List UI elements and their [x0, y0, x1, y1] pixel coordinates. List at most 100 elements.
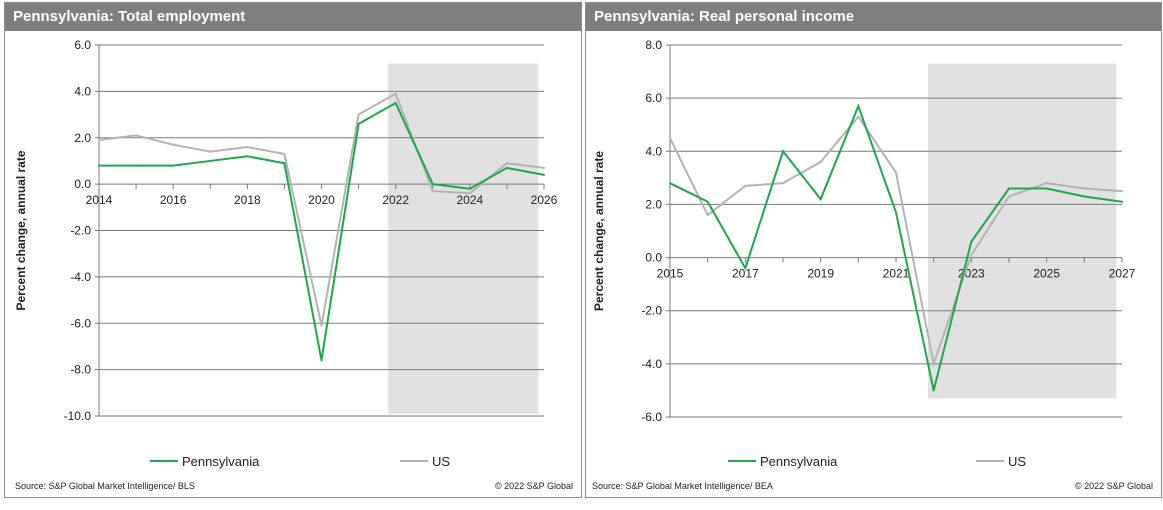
- data-point: [1008, 195, 1010, 198]
- data-point: [970, 253, 973, 256]
- data-point: [468, 192, 471, 195]
- data-point: [283, 162, 286, 165]
- data-point: [1121, 200, 1123, 203]
- chart-title: Pennsylvania: Total employment: [5, 3, 581, 31]
- data-point: [135, 164, 138, 167]
- y-tick-label: -4.0: [641, 357, 662, 371]
- y-tick-label: 2.0: [74, 131, 91, 145]
- data-point: [819, 198, 822, 201]
- y-tick-label: 6.0: [645, 91, 662, 105]
- y-tick-label: -6.0: [641, 410, 662, 424]
- source-note: Source: S&P Global Market Intelligence/ …: [15, 481, 195, 491]
- data-point: [357, 122, 360, 125]
- data-point: [172, 143, 175, 146]
- x-tick-label: 2024: [456, 193, 483, 207]
- data-point: [394, 92, 397, 95]
- x-tick-label: 2016: [160, 193, 187, 207]
- data-point: [394, 101, 397, 104]
- x-tick-label: 2027: [1109, 267, 1136, 281]
- legend-label: US: [1008, 454, 1026, 469]
- x-tick-label: 2022: [382, 193, 409, 207]
- x-tick-label: 2025: [1033, 267, 1060, 281]
- employment-chart: 6.0 4.0 2.0 0.0 -2.0 -4.0 -6.0 -8.0 -10.0 2014 201…: [14, 38, 558, 469]
- y-axis-label: Percent change, annual rate: [592, 151, 606, 311]
- data-point: [1083, 187, 1086, 190]
- data-point: [209, 150, 212, 153]
- x-tick-label: 2014: [86, 193, 113, 207]
- y-tick-label: -6.0: [70, 316, 91, 330]
- data-point: [431, 190, 434, 193]
- y-tick-label: -4.0: [70, 270, 91, 284]
- x-tick-label: 2019: [807, 267, 834, 281]
- data-point: [135, 134, 138, 137]
- copyright-note: © 2022 S&P Global: [1074, 481, 1153, 491]
- data-point: [357, 113, 360, 116]
- x-tick-label: 2018: [234, 193, 261, 207]
- data-point: [782, 150, 784, 153]
- data-point: [857, 115, 860, 118]
- y-tick-label: 4.0: [74, 84, 91, 98]
- legend-label: US: [432, 454, 450, 469]
- y-tick-label: 6.0: [74, 38, 91, 52]
- source-note: Source: S&P Global Market Intelligence/ …: [592, 481, 773, 491]
- y-tick-label: 4.0: [645, 144, 662, 158]
- y-tick-label: 2.0: [645, 197, 662, 211]
- forecast-shade: [928, 63, 1117, 399]
- income-chart: 8.0 6.0 4.0 2.0 0.0 -2.0 -4.0 -6.0 2015 2017 2019 2…: [592, 38, 1136, 469]
- x-tick-label: 2020: [308, 193, 335, 207]
- data-point: [970, 240, 973, 243]
- data-point: [744, 267, 747, 270]
- y-tick-label: 0.0: [645, 251, 662, 265]
- data-point: [98, 164, 100, 167]
- x-tick-label: 2026: [531, 193, 558, 207]
- data-point: [246, 155, 249, 158]
- data-point: [782, 182, 784, 185]
- data-point: [744, 184, 747, 187]
- data-point: [669, 182, 671, 185]
- data-point: [246, 146, 249, 149]
- y-tick-label: 0.0: [74, 177, 91, 191]
- data-point: [209, 159, 212, 162]
- x-tick-label: 2017: [732, 267, 759, 281]
- y-axis-label: Percent change, annual rate: [14, 150, 28, 310]
- data-point: [1121, 190, 1123, 193]
- data-point: [543, 166, 545, 169]
- data-point: [706, 214, 709, 217]
- y-tick-label: 8.0: [645, 38, 662, 52]
- data-point: [543, 173, 545, 176]
- data-point: [320, 324, 323, 327]
- data-point: [932, 389, 935, 392]
- legend-label: Pennsylvania: [182, 454, 260, 469]
- data-point: [1045, 187, 1048, 190]
- copyright-note: © 2022 S&P Global: [494, 481, 573, 491]
- data-point: [669, 137, 671, 139]
- y-tick-label: -2.0: [70, 224, 91, 238]
- x-tick-label: 2015: [657, 267, 684, 281]
- data-point: [320, 359, 323, 362]
- y-tick-label: -8.0: [70, 363, 91, 377]
- data-point: [1008, 187, 1010, 190]
- data-point: [1083, 195, 1086, 198]
- data-point: [172, 164, 175, 167]
- data-point: [505, 166, 508, 169]
- data-point: [98, 139, 100, 142]
- data-point: [857, 105, 860, 108]
- y-tick-label: -2.0: [641, 304, 662, 318]
- data-point: [932, 362, 935, 365]
- income-chart-panel: Pennsylvania: Real personal income 8.0 6.…: [585, 2, 1162, 498]
- legend-label: Pennsylvania: [760, 454, 838, 469]
- data-point: [819, 160, 822, 163]
- forecast-shade: [388, 63, 539, 414]
- employment-chart-panel: Pennsylvania: Total employment 6.0 4.0 2.0…: [4, 2, 582, 498]
- x-tick-label: 2021: [883, 267, 910, 281]
- data-point: [895, 171, 897, 174]
- data-point: [431, 183, 434, 186]
- y-tick-label: -10.0: [64, 409, 92, 423]
- chart-title: Pennsylvania: Real personal income: [586, 3, 1161, 31]
- data-point: [505, 162, 508, 165]
- data-point: [1045, 182, 1048, 185]
- data-point: [895, 211, 897, 214]
- data-point: [706, 200, 709, 203]
- data-point: [468, 187, 471, 190]
